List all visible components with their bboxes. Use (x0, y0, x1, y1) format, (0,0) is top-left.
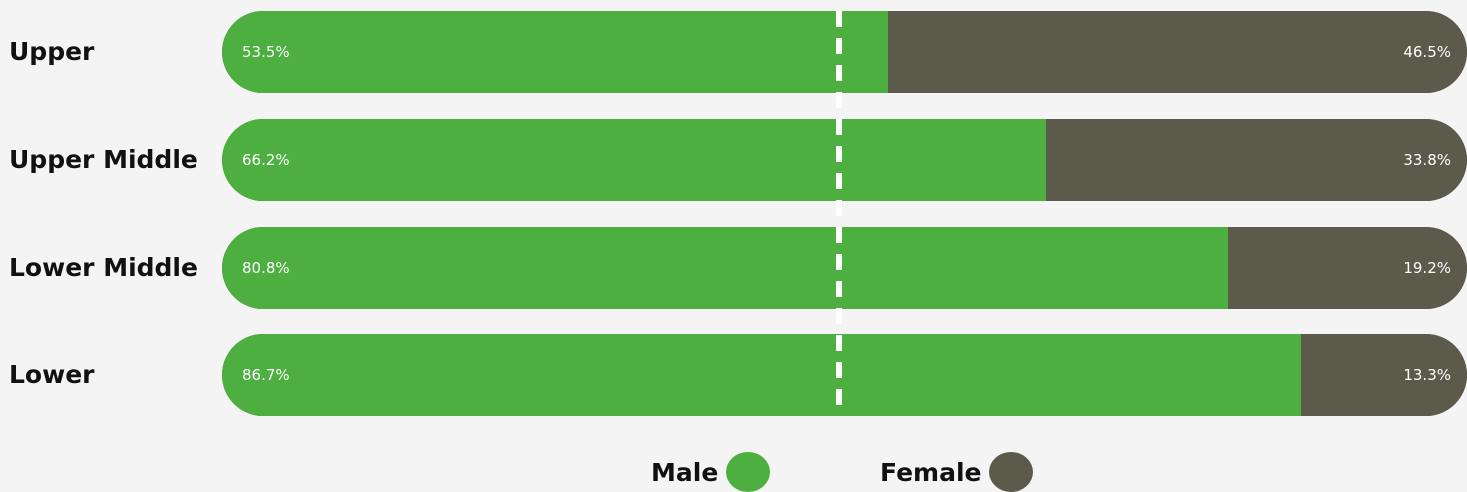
data-label-female: 33.8% (1403, 151, 1451, 169)
bar-segment-male (222, 227, 1228, 309)
data-label-male: 86.7% (242, 366, 290, 384)
category-label: Upper (9, 37, 95, 66)
bar-segment-male (222, 119, 1047, 201)
data-label-male: 53.5% (242, 43, 290, 61)
bar-row: 86.7% 13.3% (222, 334, 1467, 416)
data-label-female: 13.3% (1403, 366, 1451, 384)
legend-label: Female (880, 457, 982, 487)
data-label-female: 19.2% (1403, 259, 1451, 277)
bar-segment-female (888, 11, 1467, 93)
fifty-percent-reference-line (836, 11, 842, 416)
bar-segment-female (1227, 227, 1467, 309)
category-label: Lower (9, 360, 95, 389)
legend-item-male: Male (651, 452, 771, 492)
category-label: Upper Middle (9, 145, 198, 174)
legend-item-female: Female (880, 452, 1034, 492)
bar-segment-female (1301, 334, 1467, 416)
bar-row: 66.2% 33.8% (222, 119, 1467, 201)
category-label: Lower Middle (9, 253, 198, 282)
bar-segment-male (222, 11, 889, 93)
bar-row: 80.8% 19.2% (222, 227, 1467, 309)
bar-segment-male (222, 334, 1302, 416)
data-label-male: 66.2% (242, 151, 290, 169)
legend-label: Male (651, 457, 719, 487)
bar-row: 53.5% 46.5% (222, 11, 1467, 93)
bar-segment-female (1046, 119, 1467, 201)
data-label-male: 80.8% (242, 259, 290, 277)
legend-swatch-icon (726, 452, 771, 492)
legend-swatch-icon (989, 452, 1034, 492)
data-label-female: 46.5% (1403, 43, 1451, 61)
